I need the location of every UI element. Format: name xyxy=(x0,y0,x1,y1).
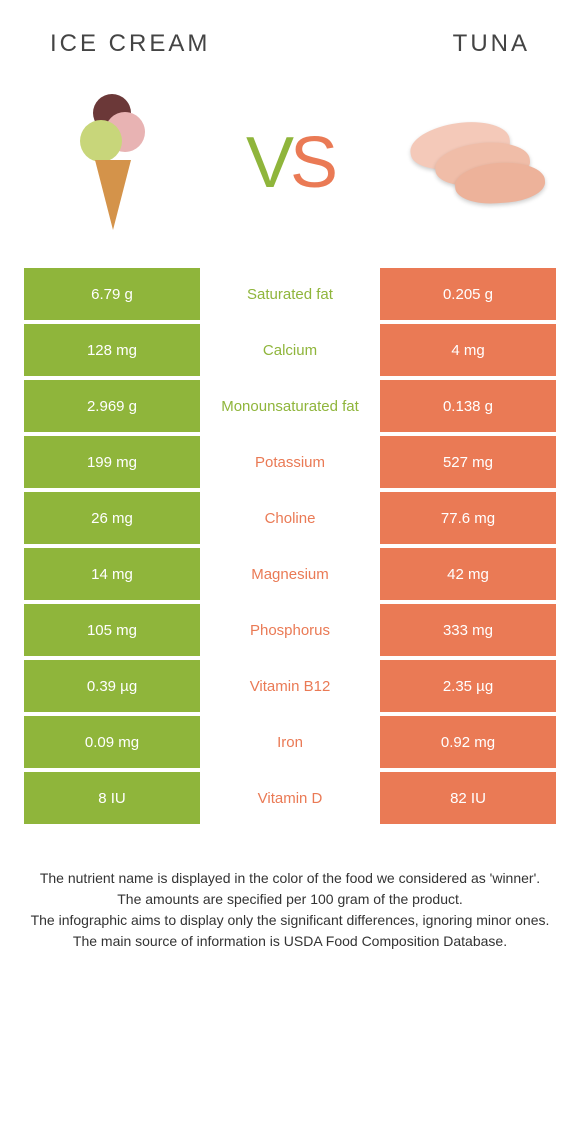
table-row: 14 mgMagnesium42 mg xyxy=(24,548,556,600)
right-value: 42 mg xyxy=(380,548,556,600)
nutrient-label: Potassium xyxy=(200,436,380,488)
nutrient-label: Monounsaturated fat xyxy=(200,380,380,432)
table-row: 0.09 mgIron0.92 mg xyxy=(24,716,556,768)
left-value: 26 mg xyxy=(24,492,200,544)
hero-row: VS xyxy=(0,78,580,268)
left-value: 0.39 µg xyxy=(24,660,200,712)
vs-v: V xyxy=(246,123,290,203)
table-row: 6.79 gSaturated fat0.205 g xyxy=(24,268,556,320)
right-value: 0.92 mg xyxy=(380,716,556,768)
left-value: 8 IU xyxy=(24,772,200,824)
table-row: 199 mgPotassium527 mg xyxy=(24,436,556,488)
nutrient-label: Vitamin D xyxy=(200,772,380,824)
tuna-icon xyxy=(400,88,550,238)
footnote-line: The main source of information is USDA F… xyxy=(30,931,550,952)
right-value: 0.205 g xyxy=(380,268,556,320)
nutrient-label: Saturated fat xyxy=(200,268,380,320)
table-row: 128 mgCalcium4 mg xyxy=(24,324,556,376)
right-value: 333 mg xyxy=(380,604,556,656)
nutrient-label: Phosphorus xyxy=(200,604,380,656)
nutrient-label: Magnesium xyxy=(200,548,380,600)
table-row: 105 mgPhosphorus333 mg xyxy=(24,604,556,656)
left-food-title: ICE CREAM xyxy=(50,30,210,58)
footnote-line: The nutrient name is displayed in the co… xyxy=(30,868,550,889)
nutrient-label: Choline xyxy=(200,492,380,544)
nutrient-label: Vitamin B12 xyxy=(200,660,380,712)
table-row: 0.39 µgVitamin B122.35 µg xyxy=(24,660,556,712)
footnote-line: The amounts are specified per 100 gram o… xyxy=(30,889,550,910)
right-value: 0.138 g xyxy=(380,380,556,432)
footnotes: The nutrient name is displayed in the co… xyxy=(0,828,580,972)
right-value: 82 IU xyxy=(380,772,556,824)
infographic-container: ICE CREAM TUNA VS 6.79 gSaturated fat0.2… xyxy=(0,0,580,972)
nutrient-label: Iron xyxy=(200,716,380,768)
nutrient-label: Calcium xyxy=(200,324,380,376)
right-value: 77.6 mg xyxy=(380,492,556,544)
right-value: 4 mg xyxy=(380,324,556,376)
left-value: 105 mg xyxy=(24,604,200,656)
left-value: 199 mg xyxy=(24,436,200,488)
comparison-table: 6.79 gSaturated fat0.205 g128 mgCalcium4… xyxy=(0,268,580,824)
titles-row: ICE CREAM TUNA xyxy=(0,0,580,78)
right-value: 527 mg xyxy=(380,436,556,488)
left-value: 0.09 mg xyxy=(24,716,200,768)
table-row: 8 IUVitamin D82 IU xyxy=(24,772,556,824)
right-value: 2.35 µg xyxy=(380,660,556,712)
vs-label: VS xyxy=(246,122,334,204)
table-row: 26 mgCholine77.6 mg xyxy=(24,492,556,544)
footnote-line: The infographic aims to display only the… xyxy=(30,910,550,931)
table-row: 2.969 gMonounsaturated fat0.138 g xyxy=(24,380,556,432)
left-value: 128 mg xyxy=(24,324,200,376)
left-value: 14 mg xyxy=(24,548,200,600)
left-value: 2.969 g xyxy=(24,380,200,432)
right-food-title: TUNA xyxy=(453,30,530,58)
vs-s: S xyxy=(290,123,334,203)
left-value: 6.79 g xyxy=(24,268,200,320)
ice-cream-icon xyxy=(30,88,180,238)
